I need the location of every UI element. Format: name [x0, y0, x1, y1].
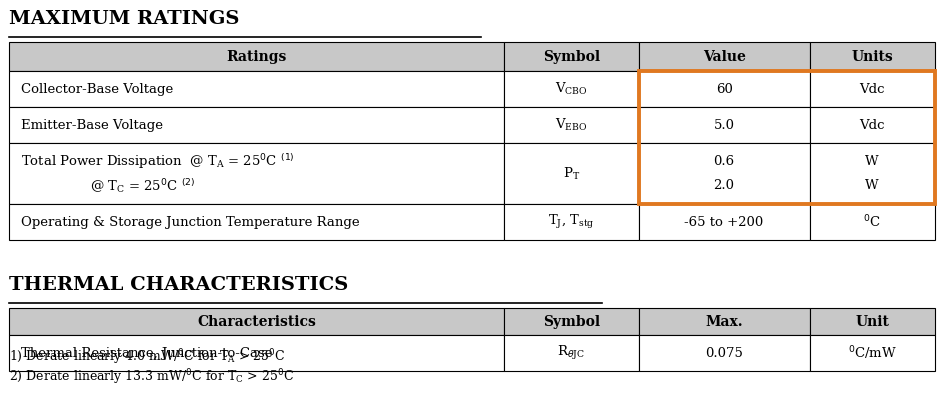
Text: Operating & Storage Junction Temperature Range: Operating & Storage Junction Temperature…	[21, 216, 360, 229]
Bar	[638, 42, 810, 71]
Text: Max.: Max.	[705, 314, 743, 329]
Bar	[9, 335, 504, 371]
Bar	[810, 143, 935, 204]
Text: W: W	[866, 179, 879, 193]
Text: Total Power Dissipation  @ T$_{\mathregular{A}}$ = 25$^0$C $^{(1)}$: Total Power Dissipation @ T$_{\mathregul…	[21, 152, 295, 171]
Text: R$_{\theta\mathregular{JC}}$: R$_{\theta\mathregular{JC}}$	[558, 344, 585, 362]
Text: V$_{\mathregular{CBO}}$: V$_{\mathregular{CBO}}$	[555, 81, 588, 97]
Text: 2) Derate linearly 13.3 mW/$^0$C for T$_{\mathregular{C}}$ > 25$^0$C: 2) Derate linearly 13.3 mW/$^0$C for T$_…	[9, 368, 295, 387]
Text: Vdc: Vdc	[859, 119, 885, 131]
Text: V$_{\mathregular{EBO}}$: V$_{\mathregular{EBO}}$	[555, 117, 588, 133]
Bar	[504, 107, 638, 143]
Text: 0.075: 0.075	[705, 347, 743, 360]
Bar	[638, 71, 935, 204]
Text: Ratings: Ratings	[227, 50, 287, 64]
Text: Symbol: Symbol	[543, 314, 600, 329]
Bar	[9, 71, 504, 107]
Bar	[638, 308, 810, 335]
Text: 1) Derate linearly 4.0 mW/$^0$C for T$_{\mathregular{A}}$ > 25$^0$C: 1) Derate linearly 4.0 mW/$^0$C for T$_{…	[9, 348, 286, 367]
Text: Vdc: Vdc	[859, 83, 885, 96]
Text: THERMAL CHARACTERISTICS: THERMAL CHARACTERISTICS	[9, 276, 348, 294]
Text: Emitter-Base Voltage: Emitter-Base Voltage	[21, 119, 162, 131]
Text: P$_{\mathregular{T}}$: P$_{\mathregular{T}}$	[563, 166, 580, 182]
Text: Unit: Unit	[855, 314, 889, 329]
Text: 5.0: 5.0	[714, 119, 734, 131]
Text: Units: Units	[851, 50, 893, 64]
Bar	[504, 143, 638, 204]
Text: @ T$_{\mathregular{C}}$ = 25$^0$C $^{(2)}$: @ T$_{\mathregular{C}}$ = 25$^0$C $^{(2)…	[90, 177, 195, 195]
Bar	[638, 71, 810, 107]
Bar	[638, 335, 810, 371]
Text: -65 to +200: -65 to +200	[684, 216, 764, 229]
Text: Collector-Base Voltage: Collector-Base Voltage	[21, 83, 173, 96]
Bar	[9, 143, 504, 204]
Text: MAXIMUM RATINGS: MAXIMUM RATINGS	[9, 10, 240, 28]
Text: Value: Value	[702, 50, 746, 64]
Bar	[9, 107, 504, 143]
Bar	[638, 107, 810, 143]
Bar	[504, 71, 638, 107]
Bar	[504, 308, 638, 335]
Bar	[9, 204, 504, 240]
Text: W: W	[866, 155, 879, 168]
Text: Symbol: Symbol	[543, 50, 600, 64]
Text: 2.0: 2.0	[714, 179, 734, 193]
Text: 0.6: 0.6	[714, 155, 734, 168]
Text: Thermal Resistance, Junction-to-Case: Thermal Resistance, Junction-to-Case	[21, 347, 272, 360]
Text: $^0$C: $^0$C	[863, 214, 881, 231]
Text: Characteristics: Characteristics	[197, 314, 316, 329]
Bar	[9, 42, 504, 71]
Bar	[810, 71, 935, 107]
Bar	[810, 308, 935, 335]
Text: $^0$C/mW: $^0$C/mW	[848, 345, 897, 362]
Text: T$_{\mathregular{J}}$, T$_{\mathregular{stg}}$: T$_{\mathregular{J}}$, T$_{\mathregular{…	[548, 213, 595, 231]
Bar	[504, 335, 638, 371]
Bar	[638, 143, 810, 204]
Bar	[810, 42, 935, 71]
Bar	[810, 335, 935, 371]
Bar	[9, 308, 504, 335]
Bar	[810, 204, 935, 240]
Bar	[810, 107, 935, 143]
Bar	[504, 42, 638, 71]
Bar	[504, 204, 638, 240]
Text: 60: 60	[716, 83, 733, 96]
Bar	[638, 204, 810, 240]
